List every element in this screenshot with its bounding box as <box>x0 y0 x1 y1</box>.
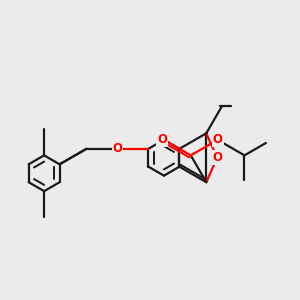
Text: O: O <box>112 142 122 155</box>
Text: O: O <box>213 134 223 146</box>
Text: O: O <box>158 134 167 146</box>
Text: O: O <box>212 151 222 164</box>
